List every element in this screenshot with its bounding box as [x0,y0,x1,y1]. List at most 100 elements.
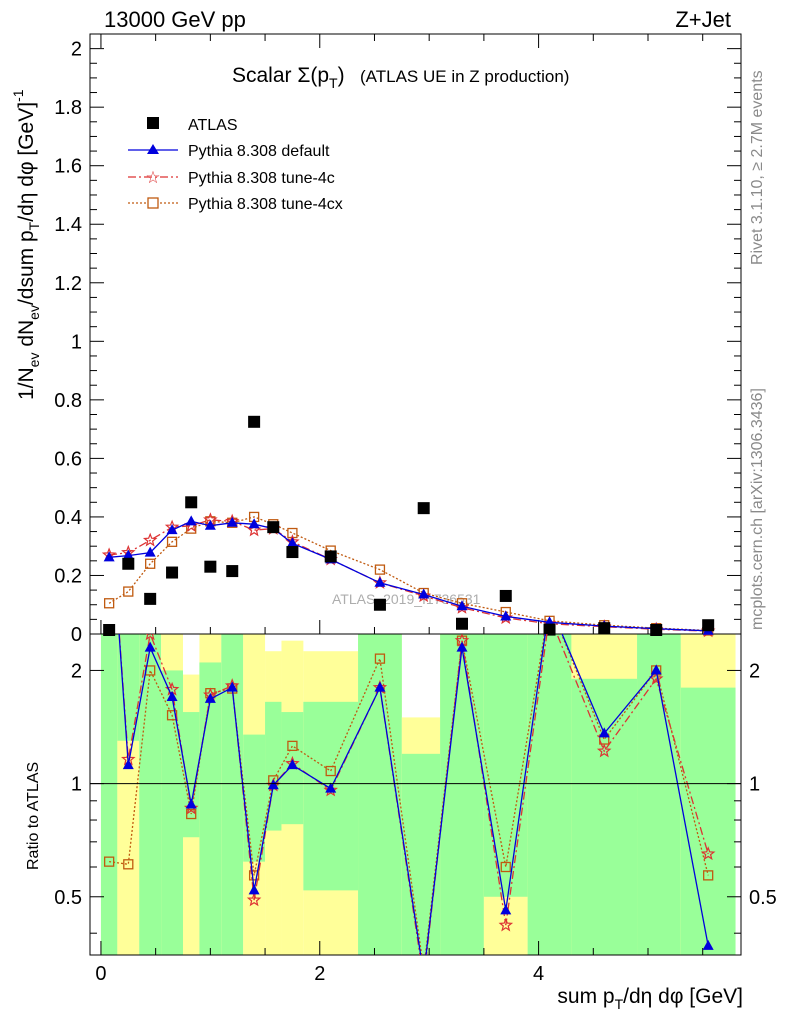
main-point-1-9 [286,537,298,548]
rivet-label: Rivet 3.1.10, ≥ 2.7M events [749,70,766,265]
main-point-1-0 [103,551,115,562]
ratio-point-1-2 [145,634,155,641]
ratio-point-1-17 [648,671,664,686]
green-band-1 [117,634,140,741]
atlas-point-1 [122,557,135,570]
atlas-point-5 [204,560,217,573]
ratio-point-2-0 [103,856,115,867]
legend-tune4cx-marker [147,197,159,209]
atlas-point-10 [324,550,337,563]
legend-default-marker [147,144,159,154]
ratio-point-2-9 [287,740,298,752]
main-ytick-label-0: 0 [71,624,82,646]
ratio-ytick-label-0: 0.5 [54,887,82,909]
ratio-y-axis: 0.5 0.5 1 1 2 2 [54,660,777,934]
ratio-point-0-13 [456,641,468,652]
main-ytick-label-1: 0.2 [54,565,82,587]
atlas-point-6 [226,565,239,578]
main-ytick-label-2: 0.4 [54,507,82,529]
main-point-1-11 [374,576,386,587]
ratio-ytick-label-right-1: 1 [749,774,760,796]
main-point-1-7 [248,518,260,529]
ratio-point-0-5 [204,692,216,703]
atlas-point-16 [598,622,611,635]
main-point-1-12 [418,588,430,599]
main-ytick-label-7: 1.4 [54,214,82,236]
main-point-1-13 [456,600,468,611]
ratio-point-2-4 [186,808,197,820]
ratio-point-2-10 [325,765,336,777]
chart-title: Scalar Σ(pT) [232,64,345,91]
main-ytick-label-8: 1.6 [54,156,82,178]
main-point-3-2 [145,558,156,569]
ratio-point-0-3 [166,690,178,701]
main-point-1-3 [166,524,178,535]
ratio-ytick-label-right-2: 2 [749,660,760,682]
atlas-point-13 [456,617,468,630]
ratio-point-0-6 [226,681,238,692]
green-band-15 [527,634,572,955]
main-point-1-5 [204,519,216,530]
legend: ATLAS Pythia 8.308 default ☆ Pythia 8.30… [128,117,343,213]
main-point-3-1 [123,586,134,597]
main-y-axis-label: 1/Nev dNev/dsum pT/dη dφ [GeV]-1 [10,89,42,400]
atlas-point-14 [499,589,512,602]
main-line-1 [109,520,709,632]
ratio-point-1-7 [246,892,262,907]
green-band-18 [680,687,736,955]
main-y-axis: 0 0.2 0.4 0.6 0.8 1 1.2 1.4 1.6 1.8 2 [54,39,741,646]
ratio-point-1-16 [596,743,612,758]
header-left: 13000 GeV pp [104,7,246,32]
atlas-point-8 [267,521,280,534]
ratio-uncertainty-bands [100,634,736,955]
atlas-point-15 [543,623,556,636]
green-band-14 [483,634,528,897]
legend-atlas-label: ATLAS [188,117,238,134]
atlas-point-2 [144,592,157,605]
atlas-point-11 [373,598,386,611]
green-band-0 [100,634,118,955]
ratio-point-0-10 [325,782,337,793]
atlas-point-17 [650,624,663,636]
legend-tune4c-label: Pythia 8.308 tune-4c [188,170,335,187]
atlas-point-12 [417,502,430,515]
green-band-12 [401,753,441,955]
ratio-point-0-7 [248,884,260,895]
mcplots-label: mcplots.cern.ch [arXiv:1306.3436] [749,388,766,630]
ratio-ytick-label-2: 2 [71,660,82,682]
green-band-13 [440,634,484,955]
series-atlas [103,415,715,636]
main-ytick-label-6: 1.2 [54,273,82,295]
ratio-plot-frame [89,633,742,956]
ratio-point-2-18 [703,870,714,881]
chart-subtitle: (ATLAS UE in Z production) [360,67,569,86]
x-axis-label: sum pT/dη dφ [GeV] [557,985,743,1012]
ratio-point-0-2 [144,641,156,652]
main-point-2-13 [454,600,470,614]
main-point-3-11 [374,564,386,575]
ratio-series-clipped [103,634,716,955]
atlas-point-3 [166,566,179,579]
ratio-line-2 [109,634,709,955]
ratio-series-group [103,634,716,955]
series-pythia-8-308-tune-4cx [103,511,714,636]
ratio-point-0-1 [122,759,134,770]
main-ytick-label-9: 1.8 [54,97,82,119]
xtick-label-2: 4 [533,963,544,985]
ratio-point-0-18 [702,939,714,950]
ratio-y-axis-label: Ratio to ATLAS [25,762,42,870]
green-band-8 [265,701,282,831]
green-band-5 [199,662,222,955]
atlas-point-9 [286,546,299,559]
green-band-7 [243,734,266,862]
ratio-pythia-8-308-default [118,634,714,955]
legend-default-label: Pythia 8.308 default [188,143,330,160]
main-point-1-6 [226,516,238,527]
atlas-point-7 [248,415,261,428]
ratio-point-0-17 [650,664,662,675]
main-line-2 [109,519,709,632]
ratio-point-2-1 [123,859,134,870]
ratio-point-0-8 [267,779,279,790]
green-band-3 [161,670,183,955]
main-point-1-14 [500,610,512,621]
